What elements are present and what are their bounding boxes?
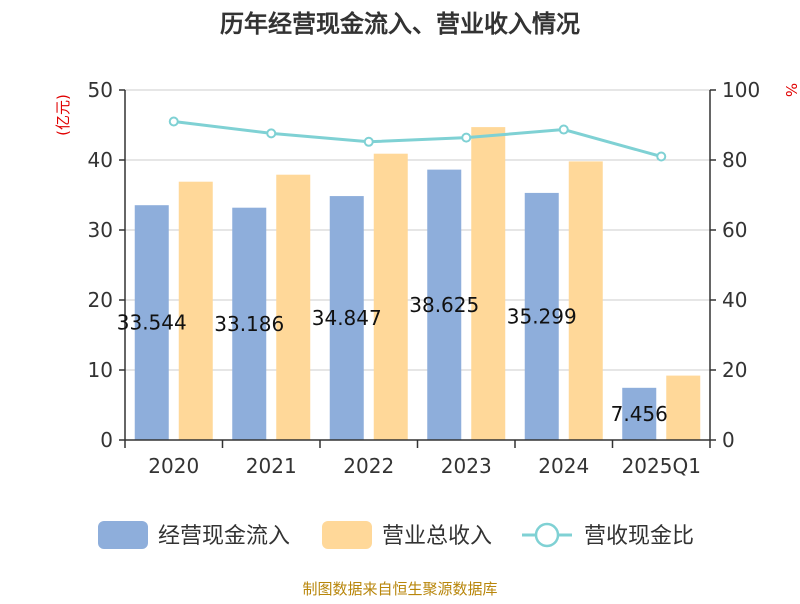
left-axis-tick-label: 20	[88, 288, 113, 312]
ratio-line	[173, 120, 662, 158]
legend-swatch-cashflow	[98, 521, 148, 549]
bar-cashflow-inflow	[134, 205, 169, 440]
bars-layer	[134, 127, 701, 440]
left-axis-tick-label: 50	[88, 78, 113, 102]
bar-total-revenue	[568, 161, 603, 440]
x-axis-tick-label: 2021	[246, 454, 297, 478]
left-axis-tick-label: 0	[100, 428, 113, 452]
legend: 经营现金流入 营业总收入 营收现金比	[98, 521, 694, 549]
legend-swatch-ratio-marker	[534, 522, 560, 548]
chart-title: 历年经营现金流入、营业收入情况	[220, 10, 580, 38]
bar-value-label: 34.847	[312, 306, 382, 330]
ratio-point	[266, 128, 277, 139]
legend-label-cashflow: 经营现金流入	[158, 524, 290, 549]
axes-layer: 0 10 20 30 40 50 0 20 40 60 80 100 2020 2021 2022 2023 2…	[88, 78, 761, 478]
x-axis-tick-label: 2024	[538, 454, 589, 478]
bar-value-label: 7.456	[611, 402, 668, 426]
bar-total-revenue	[471, 127, 506, 440]
ratio-point	[363, 136, 374, 147]
right-axis-tick-label: 100	[722, 78, 760, 102]
legend-label-revenue: 营业总收入	[382, 524, 492, 549]
x-axis-tick-label: 2023	[441, 454, 492, 478]
bar-labels-layer: 33.544 33.186 34.847 38.625 35.299 7.456	[117, 293, 668, 426]
left-axis-tick-label: 30	[88, 218, 113, 242]
bar-value-label: 33.544	[117, 311, 187, 335]
ratio-point	[168, 116, 179, 127]
bar-value-label: 33.186	[214, 312, 284, 336]
x-axis-tick-label: 2020	[148, 454, 199, 478]
bar-cashflow-inflow	[622, 387, 657, 440]
bar-total-revenue	[276, 174, 311, 440]
right-axis-unit: %	[782, 83, 800, 97]
x-axis-tick-label: 2022	[343, 454, 394, 478]
legend-label-ratio: 营收现金比	[584, 524, 694, 549]
right-axis-tick-label: 80	[722, 148, 747, 172]
bar-cashflow-inflow	[427, 169, 462, 440]
right-axis-tick-label: 40	[722, 288, 747, 312]
bar-total-revenue	[666, 375, 701, 440]
right-axis-tick-label: 60	[722, 218, 747, 242]
source-note: 制图数据来自恒生聚源数据库	[302, 580, 497, 598]
right-axis-tick-label: 20	[722, 358, 747, 382]
ratio-line-layer	[168, 116, 667, 162]
x-axis-tick-label: 2025Q1	[622, 454, 701, 478]
ratio-point	[461, 132, 472, 143]
right-axis-tick-label: 0	[722, 428, 735, 452]
bar-total-revenue	[373, 153, 408, 440]
ratio-point	[656, 151, 667, 162]
bar-value-label: 38.625	[409, 293, 479, 317]
bar-cashflow-inflow	[329, 196, 364, 440]
ratio-point	[558, 124, 569, 135]
bar-value-label: 35.299	[507, 304, 577, 328]
bar-cashflow-inflow	[232, 207, 267, 440]
legend-swatch-revenue	[322, 521, 372, 549]
left-axis-unit: (亿元)	[54, 94, 72, 136]
left-axis-tick-label: 40	[88, 148, 113, 172]
bar-cashflow-inflow	[524, 192, 559, 440]
bar-total-revenue	[178, 181, 213, 440]
left-axis-tick-label: 10	[88, 358, 113, 382]
